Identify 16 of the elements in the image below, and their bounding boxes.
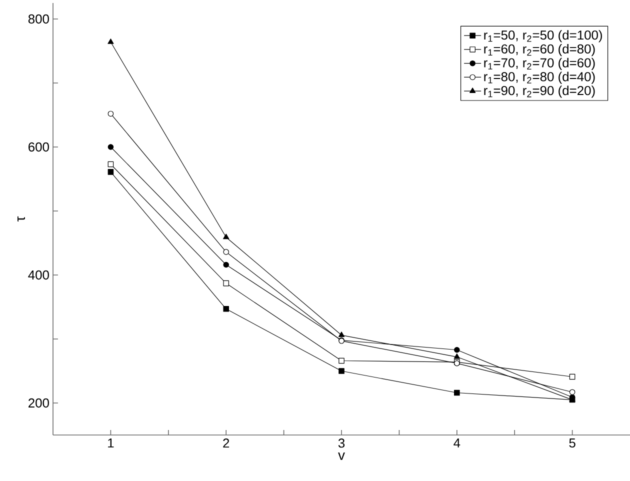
legend-label: r$_{1}$=50, r$_{2}$=50 (d=100) xyxy=(484,30,602,42)
x-tick-label: 2 xyxy=(223,438,230,448)
y-tick-label: 800 xyxy=(28,14,49,24)
y-tick-label: 200 xyxy=(28,398,49,408)
legend-label: r$_{1}$=70, r$_{2}$=70 (d=60) xyxy=(484,58,595,70)
y-tick-label: 600 xyxy=(28,142,49,152)
x-axis-title: v xyxy=(338,452,345,460)
legend-label: r$_{1}$=60, r$_{2}$=60 (d=80) xyxy=(484,44,595,56)
legend-label: r$_{1}$=90, r$_{2}$=90 (d=20) xyxy=(484,86,595,98)
x-tick-label: 4 xyxy=(454,438,460,448)
y-tick-label: 400 xyxy=(28,270,49,280)
x-tick-label: 5 xyxy=(569,438,576,448)
y-axis-title: τ xyxy=(18,216,26,222)
x-tick-label: 1 xyxy=(108,438,114,448)
legend-label: r$_{1}$=80, r$_{2}$=80 (d=40) xyxy=(484,72,595,84)
x-tick-label: 3 xyxy=(338,438,345,448)
